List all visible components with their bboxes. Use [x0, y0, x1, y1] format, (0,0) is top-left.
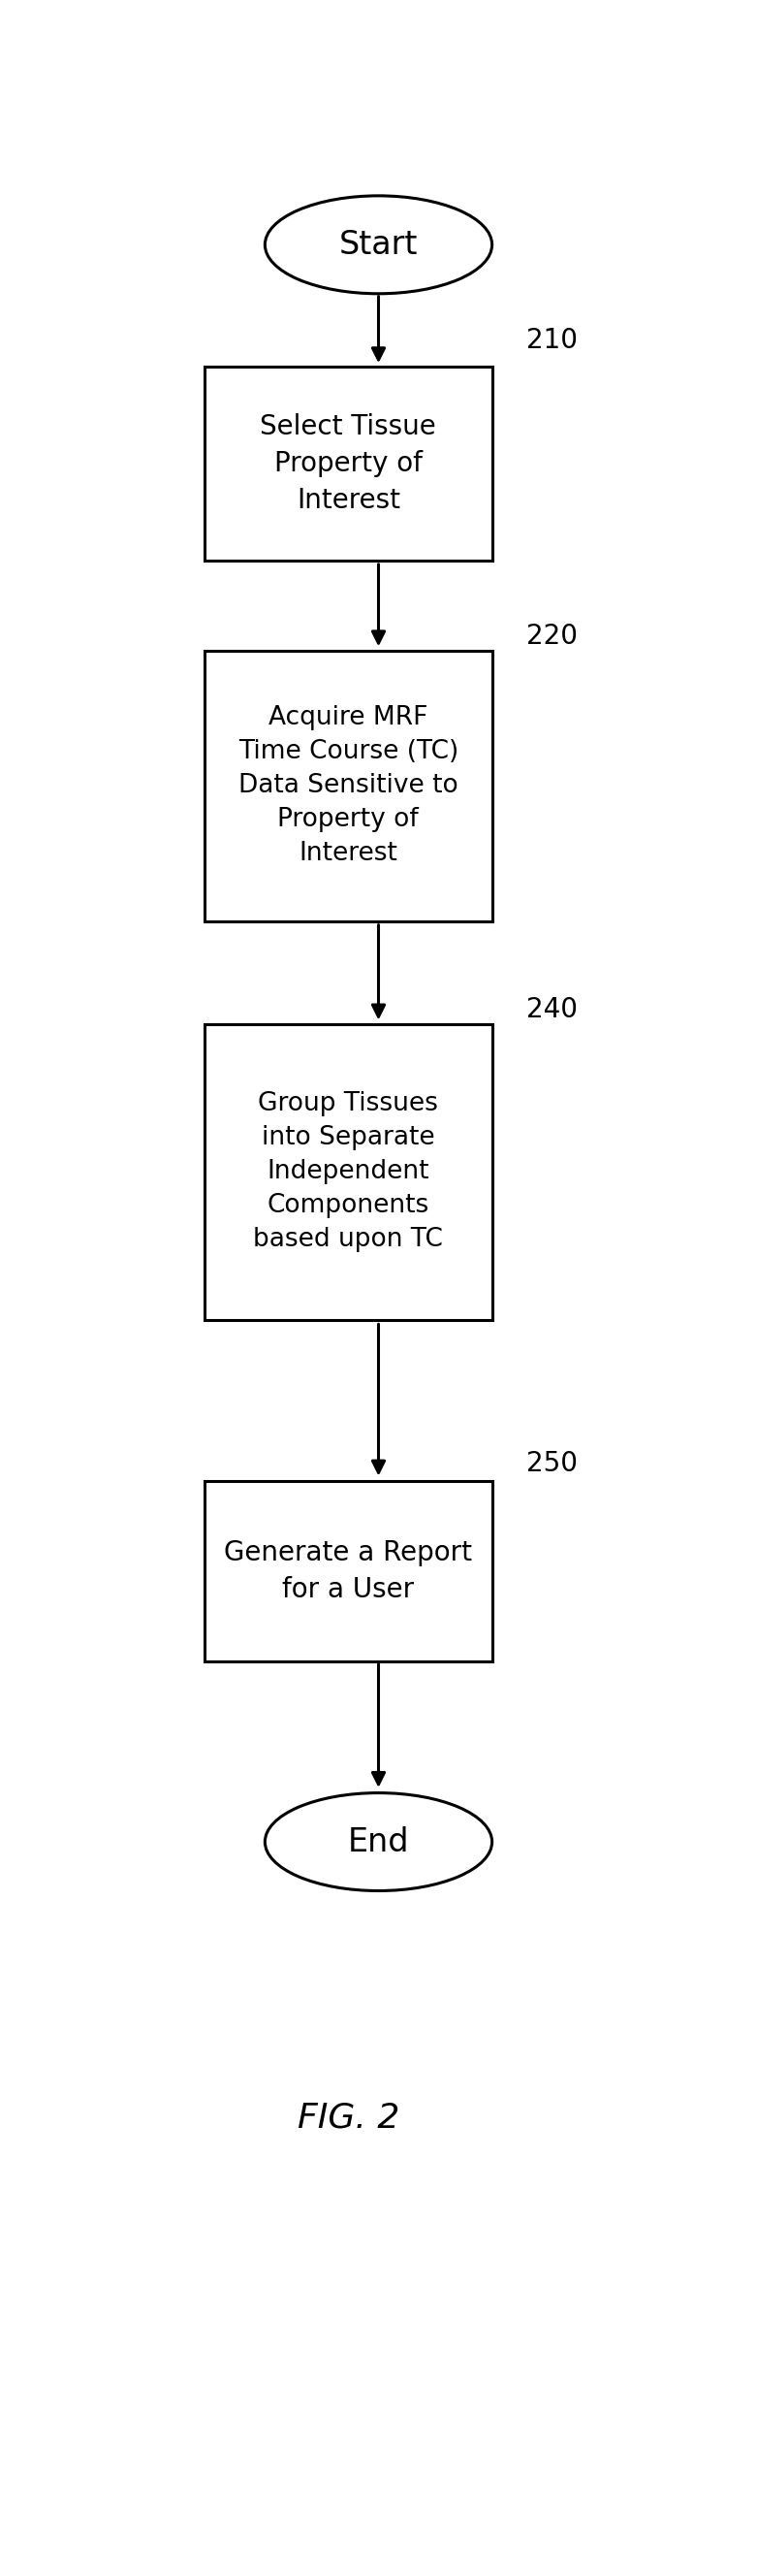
Text: End: End [347, 1826, 410, 1857]
Text: Group Tissues
into Separate
Independent
Components
based upon TC: Group Tissues into Separate Independent … [254, 1092, 443, 1252]
Text: Acquire MRF
Time Course (TC)
Data Sensitive to
Property of
Interest: Acquire MRF Time Course (TC) Data Sensit… [238, 706, 458, 866]
Text: 240: 240 [526, 997, 578, 1023]
Text: 250: 250 [526, 1450, 578, 1476]
Text: FIG. 2: FIG. 2 [298, 2102, 399, 2133]
Text: Generate a Report
for a User: Generate a Report for a User [224, 1540, 472, 1602]
Text: Start: Start [339, 229, 418, 260]
Text: Select Tissue
Property of
Interest: Select Tissue Property of Interest [260, 412, 436, 515]
Text: 220: 220 [526, 623, 578, 649]
Text: 210: 210 [526, 327, 578, 353]
